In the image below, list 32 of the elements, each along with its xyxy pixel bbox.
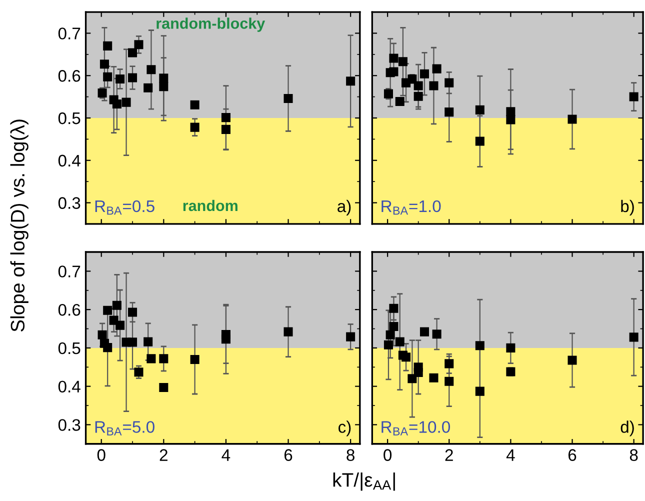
annotation: R$_{BA}$=10.0 xyxy=(382,421,450,436)
y-tick-label: 0.6 xyxy=(58,70,80,82)
y-tick-label: 0.3 xyxy=(58,419,80,431)
band-label: random-blocky xyxy=(156,18,266,32)
x-tick-label: 4 xyxy=(506,449,515,461)
y-tick-label: 0.3 xyxy=(58,197,80,209)
x-axis-title: kT/|ε$_{AA}$| xyxy=(333,472,395,491)
x-tick-label: 0 xyxy=(384,449,392,461)
annotation: c) xyxy=(338,420,351,436)
y-tick-label: 0.7 xyxy=(58,28,80,40)
y-tick-label: 0.5 xyxy=(58,342,80,354)
x-tick-label: 0 xyxy=(97,449,106,461)
x-tick-label: 2 xyxy=(160,449,168,461)
annotation: R$_{BA}$=1.0 xyxy=(382,200,441,215)
y-tick-label: 0.7 xyxy=(58,266,80,278)
x-tick-label: 6 xyxy=(284,449,292,461)
annotation: R$_{BA}$=5.0 xyxy=(95,421,154,436)
y-tick-label: 0.6 xyxy=(58,304,80,316)
y-tick-label: 0.5 xyxy=(58,112,80,124)
annotation: d) xyxy=(620,420,634,436)
x-tick-label: 4 xyxy=(222,449,230,461)
y-tick-label: 0.4 xyxy=(58,154,80,167)
x-tick-label: 2 xyxy=(445,449,453,461)
annotation: a) xyxy=(338,200,351,216)
x-tick-label: 6 xyxy=(568,449,576,461)
band-label: random xyxy=(183,200,238,212)
annotation: b) xyxy=(621,200,634,216)
y-tick-label: 0.4 xyxy=(58,380,80,393)
y-axis-title: Slope of log(D) vs. log(λ) xyxy=(10,120,28,332)
x-tick-label: 8 xyxy=(346,449,354,461)
x-tick-label: 8 xyxy=(630,449,638,461)
annotation: R$_{BA}$=0.5 xyxy=(95,200,154,215)
